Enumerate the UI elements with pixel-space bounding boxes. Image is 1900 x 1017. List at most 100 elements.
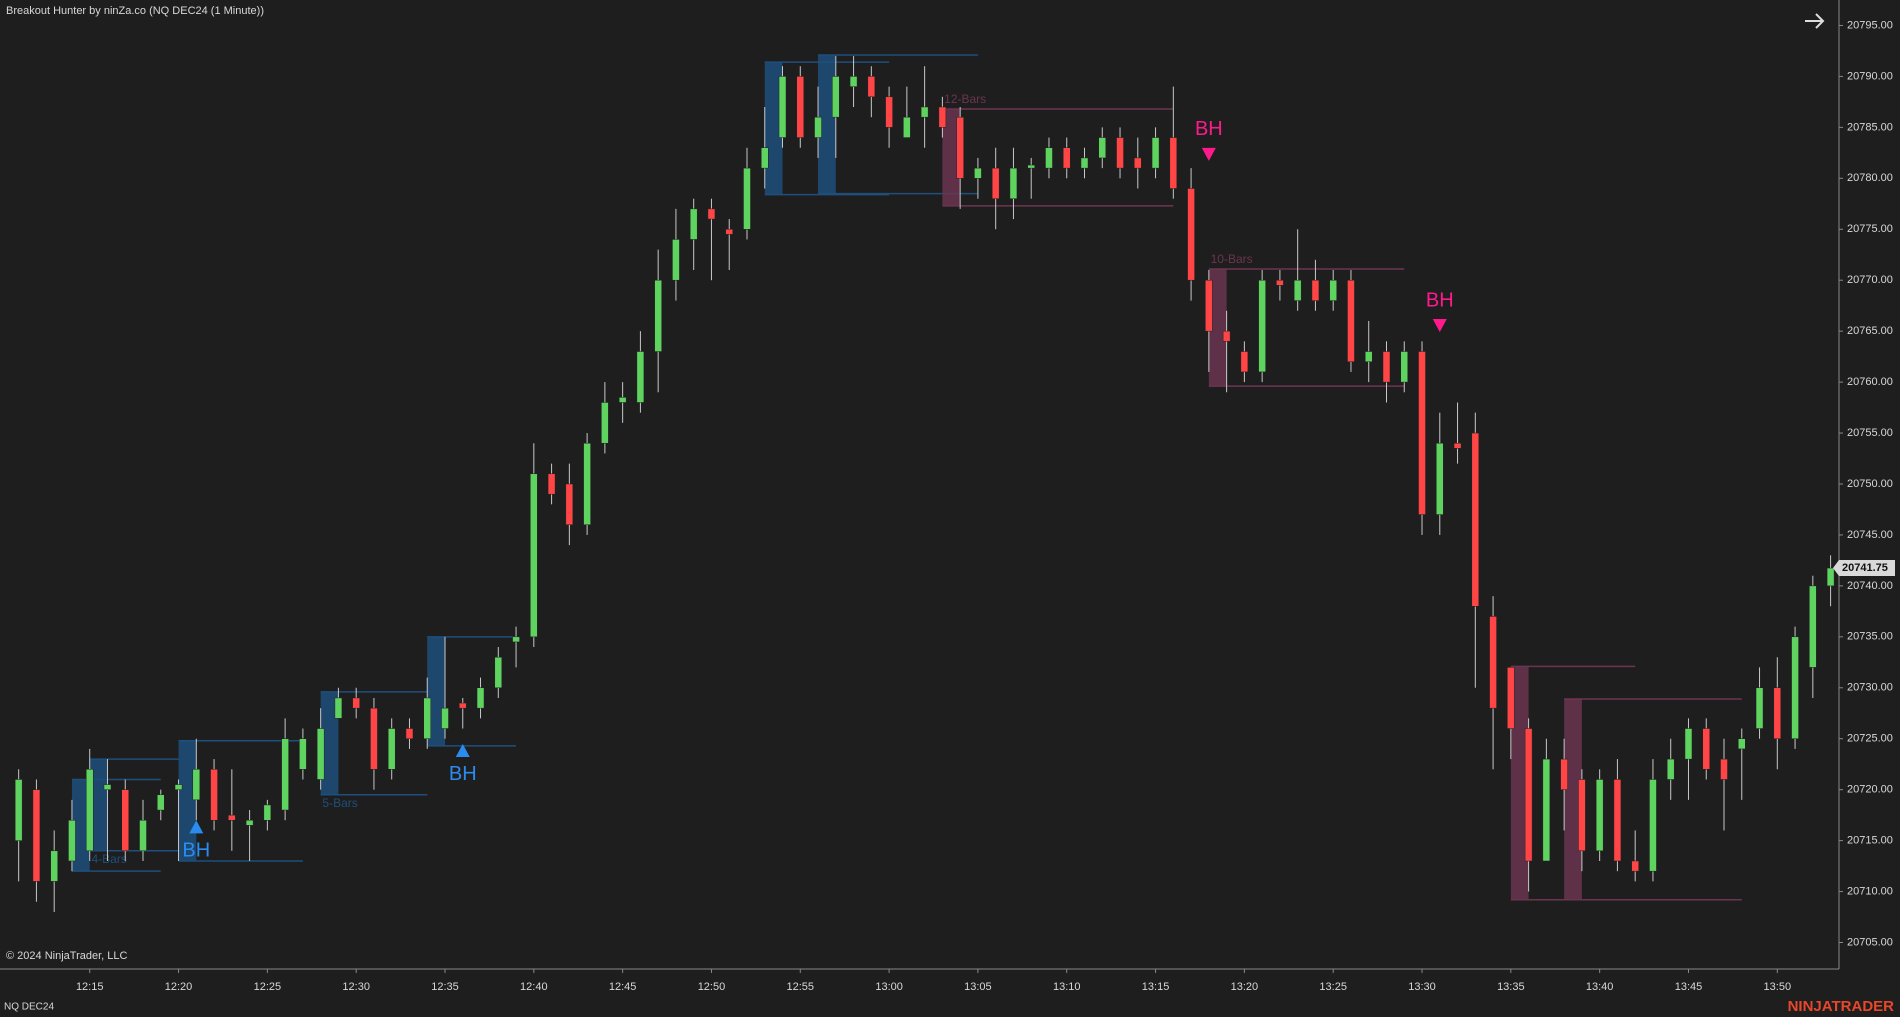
candle-body	[192, 769, 201, 801]
y-tick-label: 20755.00	[1847, 427, 1893, 439]
candle-body	[867, 76, 876, 98]
y-tick-label: 20780.00	[1847, 172, 1893, 184]
brand-logo: NINJATRADER	[1788, 998, 1895, 1015]
candle-body	[974, 167, 982, 179]
signal-label: BH	[449, 763, 477, 785]
candle-body	[1134, 157, 1142, 169]
candle-body	[1062, 147, 1071, 169]
candle-body	[1809, 585, 1817, 668]
candle-body	[50, 850, 58, 882]
y-tick-label: 20725.00	[1847, 733, 1893, 745]
candle-body	[530, 473, 538, 638]
x-tick-label: 12:55	[787, 981, 815, 993]
candle-body	[1418, 351, 1426, 515]
signal-arrow	[189, 820, 204, 834]
candle-body	[281, 738, 289, 811]
x-tick-label: 12:20	[165, 981, 193, 993]
y-tick-label: 20795.00	[1847, 19, 1893, 31]
x-tick-label: 13:50	[1764, 981, 1792, 993]
signal-label: BH	[182, 840, 210, 862]
candle-body	[654, 279, 662, 352]
candle-body	[689, 208, 698, 240]
x-tick-label: 13:45	[1675, 981, 1703, 993]
candle-body	[370, 707, 378, 770]
zone-label: 4-Bars	[91, 852, 126, 866]
signal-label: BH	[1195, 118, 1223, 140]
zone-shade	[1510, 666, 1529, 900]
candle-body	[210, 769, 218, 821]
candle-body	[1649, 779, 1657, 872]
y-tick-label: 20770.00	[1847, 274, 1893, 286]
y-tick-label: 20735.00	[1847, 631, 1893, 643]
chart-title: Breakout Hunter by ninZa.co (NQ DEC24 (1…	[6, 5, 264, 17]
candle-body	[121, 789, 129, 852]
candle-body	[32, 789, 41, 882]
candle-body	[1169, 137, 1178, 189]
candle-body	[1791, 636, 1799, 739]
candle-body	[956, 116, 964, 179]
zone-shade	[1208, 268, 1227, 387]
y-tick-label: 20760.00	[1847, 376, 1893, 388]
candle-body	[1187, 188, 1195, 281]
x-tick-label: 12:50	[698, 981, 726, 993]
candle-body	[1080, 157, 1089, 169]
candle-body	[139, 819, 147, 852]
candle-body	[1560, 758, 1568, 790]
y-tick-label: 20775.00	[1847, 223, 1893, 235]
candle-body	[476, 687, 485, 709]
x-tick-label: 12:35	[431, 981, 459, 993]
candle-body	[938, 106, 947, 128]
candle-body	[725, 229, 733, 235]
candle-body	[85, 769, 94, 852]
last-price-label: 20741.75	[1842, 562, 1888, 574]
candle-body	[299, 738, 307, 770]
candle-body	[991, 167, 1000, 199]
candle-body	[1453, 442, 1462, 449]
candle-body	[1471, 432, 1480, 607]
y-tick-label: 20750.00	[1847, 478, 1893, 490]
candle-body	[1347, 279, 1355, 362]
x-tick-label: 12:45	[609, 981, 637, 993]
candle-body	[1524, 728, 1533, 862]
candle-body	[1666, 758, 1675, 780]
y-tick-label: 20715.00	[1847, 835, 1893, 847]
candle-body	[1578, 779, 1586, 852]
x-tick-label: 12:40	[520, 981, 548, 993]
navigate-icon[interactable]	[1805, 13, 1825, 29]
copyright: © 2024 NinjaTrader, LLC	[6, 950, 127, 962]
x-tick-label: 12:30	[342, 981, 370, 993]
candle-body	[387, 728, 396, 770]
candle-body	[743, 167, 751, 230]
candle-body	[1382, 351, 1391, 383]
candle-body	[832, 76, 840, 118]
candle-body	[68, 819, 76, 862]
candle-body	[1720, 758, 1728, 780]
x-tick-label: 13:05	[964, 981, 992, 993]
candle-body	[459, 702, 467, 709]
x-tick-label: 12:25	[254, 981, 282, 993]
candle-body	[512, 636, 520, 643]
y-tick-label: 20705.00	[1847, 936, 1893, 948]
x-tick-label: 13:00	[875, 981, 903, 993]
candle-body	[1205, 279, 1213, 332]
candle-body	[228, 814, 236, 821]
candle-body	[565, 483, 574, 525]
candle-body	[885, 96, 893, 128]
zone-shade	[764, 62, 783, 195]
candle-body	[1826, 567, 1835, 587]
candle-body	[157, 794, 165, 811]
candle-body	[1702, 728, 1710, 770]
x-tick-label: 13:35	[1497, 981, 1525, 993]
candle-body	[423, 697, 431, 739]
candle-body	[1311, 279, 1320, 301]
zone-shade	[818, 55, 836, 194]
zone-label: 5-Bars	[322, 796, 357, 810]
candle-body	[1276, 279, 1284, 286]
x-tick-label: 13:25	[1319, 981, 1347, 993]
signal-arrow	[1432, 319, 1447, 333]
zone-shade	[427, 636, 445, 746]
candle-body	[1329, 279, 1337, 301]
candle-body	[1489, 616, 1497, 709]
candle-body	[316, 728, 325, 780]
